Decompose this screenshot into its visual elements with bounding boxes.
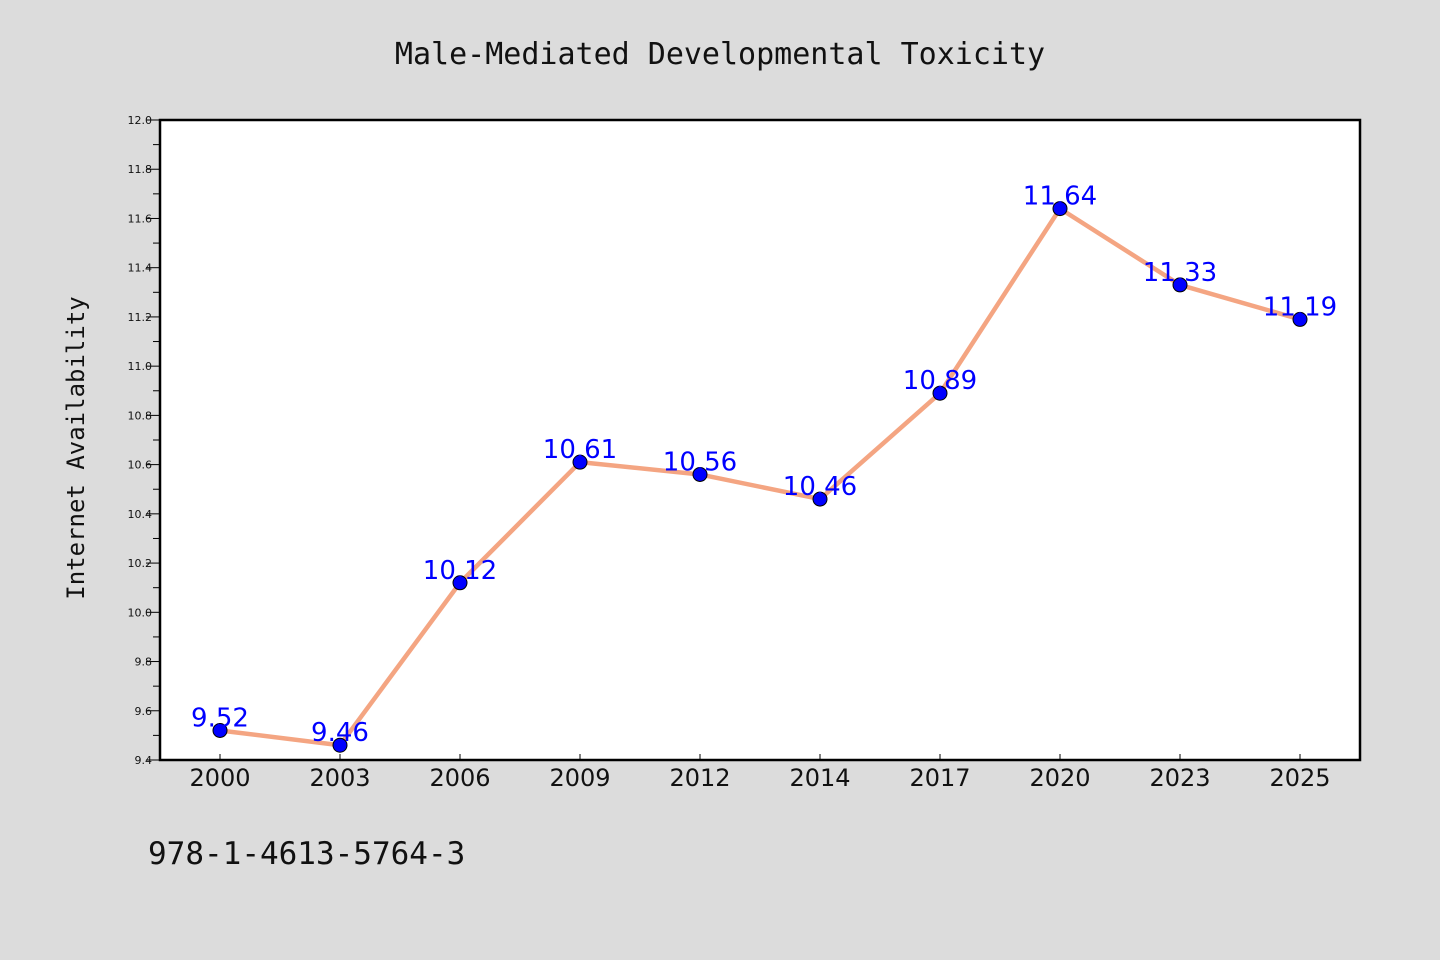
x-tick-label: 2014	[789, 764, 850, 792]
data-point	[1172, 277, 1188, 293]
y-tick-label: 11.6	[128, 212, 153, 225]
x-tick-label: 2012	[669, 764, 730, 792]
data-label: 11.33	[1143, 258, 1217, 288]
data-label: 10.46	[783, 472, 857, 502]
data-label: 9.46	[311, 718, 369, 748]
data-labels: 9.52 9.46 10.12 10.61 10.56 10.46 10.89 11.64 11…	[191, 182, 1337, 749]
x-tick-label: 2003	[309, 764, 370, 792]
x-tick-label: 2017	[909, 764, 970, 792]
plot-frame	[158, 118, 1362, 762]
x-tick-label: 2009	[549, 764, 610, 792]
y-tick-label: 10.2	[128, 557, 153, 570]
y-tick-label: 9.6	[135, 705, 153, 718]
y-tick-label: 10.4	[128, 508, 153, 521]
data-point	[572, 454, 588, 470]
data-label: 11.64	[1023, 182, 1097, 212]
data-label: 9.52	[191, 703, 249, 733]
y-tick-label: 11.4	[128, 262, 153, 275]
series-line	[219, 206, 1301, 748]
y-tick-label: 11.8	[128, 163, 153, 176]
data-point	[212, 722, 228, 738]
y-axis: 9.4 9.6 9.8 10.0 10.2 10.4 10.6 10.8 11.0 11.2 11.…	[128, 114, 160, 767]
data-point	[332, 737, 348, 753]
y-axis-label: Internet Availability	[62, 296, 90, 599]
x-tick-label: 2023	[1149, 764, 1210, 792]
y-tick-label: 9.8	[135, 656, 153, 669]
data-label: 10.56	[663, 447, 737, 477]
data-point	[452, 575, 468, 591]
data-label: 10.89	[903, 366, 977, 396]
data-label: 10.61	[543, 435, 617, 465]
y-tick-label: 12.0	[128, 114, 153, 127]
y-tick-label: 10.8	[128, 409, 153, 422]
chart-title: Male-Mediated Developmental Toxicity	[395, 37, 1045, 72]
plot-area	[160, 120, 1360, 760]
data-label: 11.19	[1263, 292, 1337, 322]
x-tick-label: 2025	[1269, 764, 1330, 792]
y-tick-label: 10.0	[128, 606, 153, 619]
data-point	[812, 491, 828, 507]
data-point	[932, 385, 948, 401]
x-tick-label: 2000	[189, 764, 250, 792]
footer-code: 978-1-4613-5764-3	[148, 836, 465, 872]
x-tick-label: 2020	[1029, 764, 1090, 792]
y-tick-label: 10.6	[128, 459, 153, 472]
data-point	[1292, 311, 1308, 327]
data-point	[692, 466, 708, 482]
data-point	[1052, 201, 1068, 217]
x-tick-label: 2006	[429, 764, 490, 792]
y-tick-label: 11.2	[128, 311, 153, 324]
x-axis: 2000 2003 2006 2009 2012 2014 2017 2020 2023 2025	[189, 754, 1331, 792]
y-tick-label: 9.4	[135, 754, 153, 767]
y-tick-label: 11.0	[128, 360, 153, 373]
data-label: 10.12	[423, 556, 497, 586]
series-layer	[212, 201, 1308, 753]
